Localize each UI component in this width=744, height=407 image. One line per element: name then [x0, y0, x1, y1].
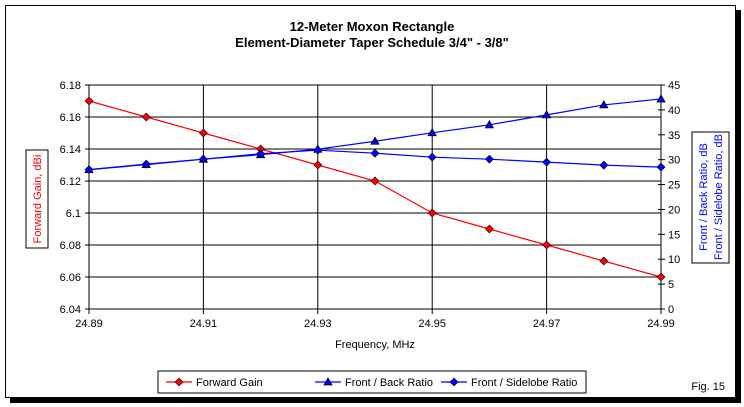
forward-gain-point: [427, 208, 437, 218]
x-tick-label: 24.99: [647, 318, 675, 330]
x-tick-label: 24.89: [75, 318, 103, 330]
front-back-ratio-point: [427, 127, 437, 137]
legend-label-forward-gain: Forward Gain: [196, 377, 263, 389]
y2-axis-label-line1: Front / Back Ratio, dB: [698, 143, 710, 251]
y2-axis-label-line2: Front / Sidelobe Ratio, dB: [713, 134, 725, 260]
y-tick-label: 6.08: [60, 240, 81, 252]
y-tick-label: 6.14: [60, 144, 81, 156]
forward-gain-point: [542, 240, 552, 250]
front-sidelobe-ratio-point: [542, 157, 552, 167]
y2-tick-label: 35: [668, 130, 680, 142]
legend-label-front-sidelobe-ratio: Front / Sidelobe Ratio: [471, 377, 577, 389]
chart-frame: [5, 5, 736, 398]
forward-gain-point: [84, 96, 94, 106]
y2-tick-label: 10: [668, 254, 680, 266]
x-tick-label: 24.91: [190, 318, 218, 330]
y-tick-label: 6.16: [60, 112, 81, 124]
forward-gain-point: [370, 176, 380, 186]
y-tick-labels: 6.04 6.06 6.08 6.1 6.12 6.14 6.16 6.18: [60, 80, 81, 316]
y-tick-label: 6.06: [60, 272, 81, 284]
front-back-ratio-point: [370, 136, 380, 145]
front-back-ratio-point: [656, 94, 666, 103]
y2-tick-label: 45: [668, 80, 680, 92]
legend-marker-forward-gain: [174, 377, 184, 387]
front-sidelobe-ratio-point: [599, 160, 609, 170]
front-back-ratio-point: [484, 120, 495, 129]
series-group: [84, 94, 666, 282]
forward-gain-point: [656, 272, 666, 282]
y2-tick-label: 25: [668, 180, 680, 192]
front-back-ratio-point: [599, 100, 609, 109]
y-axis-label-box: [25, 149, 49, 249]
forward-gain-point: [141, 112, 151, 122]
y2-axis-label-box: [691, 131, 730, 264]
y2-tick-label: 30: [668, 155, 680, 167]
x-tick-label: 24.95: [418, 318, 446, 330]
x-axis-label: Frequency, MHz: [335, 339, 415, 351]
y-axis-label: Forward Gain, dBi: [32, 155, 44, 244]
forward-gain-point: [599, 256, 609, 266]
front-back-ratio-line: [88, 98, 662, 171]
y-tick-label: 6.18: [60, 80, 81, 92]
y2-tick-label: 15: [668, 229, 680, 241]
x-tick-label: 24.97: [533, 318, 561, 330]
y2-tick-label: 40: [668, 105, 680, 117]
front-sidelobe-ratio-point: [656, 162, 666, 172]
y2-tick-label: 5: [668, 279, 674, 291]
front-sidelobe-ratio-point: [256, 149, 266, 159]
front-back-ratio-point: [541, 110, 552, 119]
front-sidelobe-ratio-point: [484, 154, 494, 164]
y2-tick-labels: 0 5 10 15 20 25 30 35 40 45: [668, 80, 680, 316]
front-sidelobe-ratio-point: [370, 148, 380, 158]
figure-annotation: Fig. 15: [691, 381, 725, 393]
y-tick-label: 6.12: [60, 176, 81, 188]
frame-shadow-right: [736, 10, 741, 403]
forward-gain-point: [313, 160, 323, 170]
chart-title: 12-Meter Moxon Rectangle: [290, 19, 455, 34]
y-tick-label: 6.04: [60, 304, 81, 316]
y2-tick-label: 20: [668, 204, 680, 216]
legend-box: [157, 370, 587, 394]
legend-marker-front-sidelobe-ratio: [449, 377, 459, 387]
legend: Forward Gain Front / Back Ratio Front / Si…: [166, 377, 577, 389]
forward-gain-line: [88, 100, 662, 278]
chart-subtitle: Element-Diameter Taper Schedule 3/4" - 3…: [235, 35, 509, 50]
x-tick-label: 24.93: [304, 318, 332, 330]
front-sidelobe-ratio-point: [427, 152, 437, 162]
axes: [85, 84, 665, 314]
front-sidelobe-ratio-point: [313, 145, 323, 155]
forward-gain-point: [198, 128, 208, 138]
forward-gain-point: [484, 224, 494, 234]
front-sidelobe-ratio-point: [198, 154, 208, 164]
x-tick-labels: 24.89 24.91 24.93 24.95 24.97 24.99: [75, 318, 675, 330]
legend-marker-front-back-ratio: [323, 377, 333, 386]
front-sidelobe-ratio-point: [84, 165, 94, 175]
front-sidelobe-ratio-point: [141, 159, 151, 169]
y-tick-label: 6.1: [66, 208, 81, 220]
legend-label-front-back-ratio: Front / Back Ratio: [345, 377, 433, 389]
frame-shadow-bottom: [10, 398, 741, 403]
gridlines: [88, 84, 662, 310]
y2-tick-label: 0: [668, 304, 674, 316]
